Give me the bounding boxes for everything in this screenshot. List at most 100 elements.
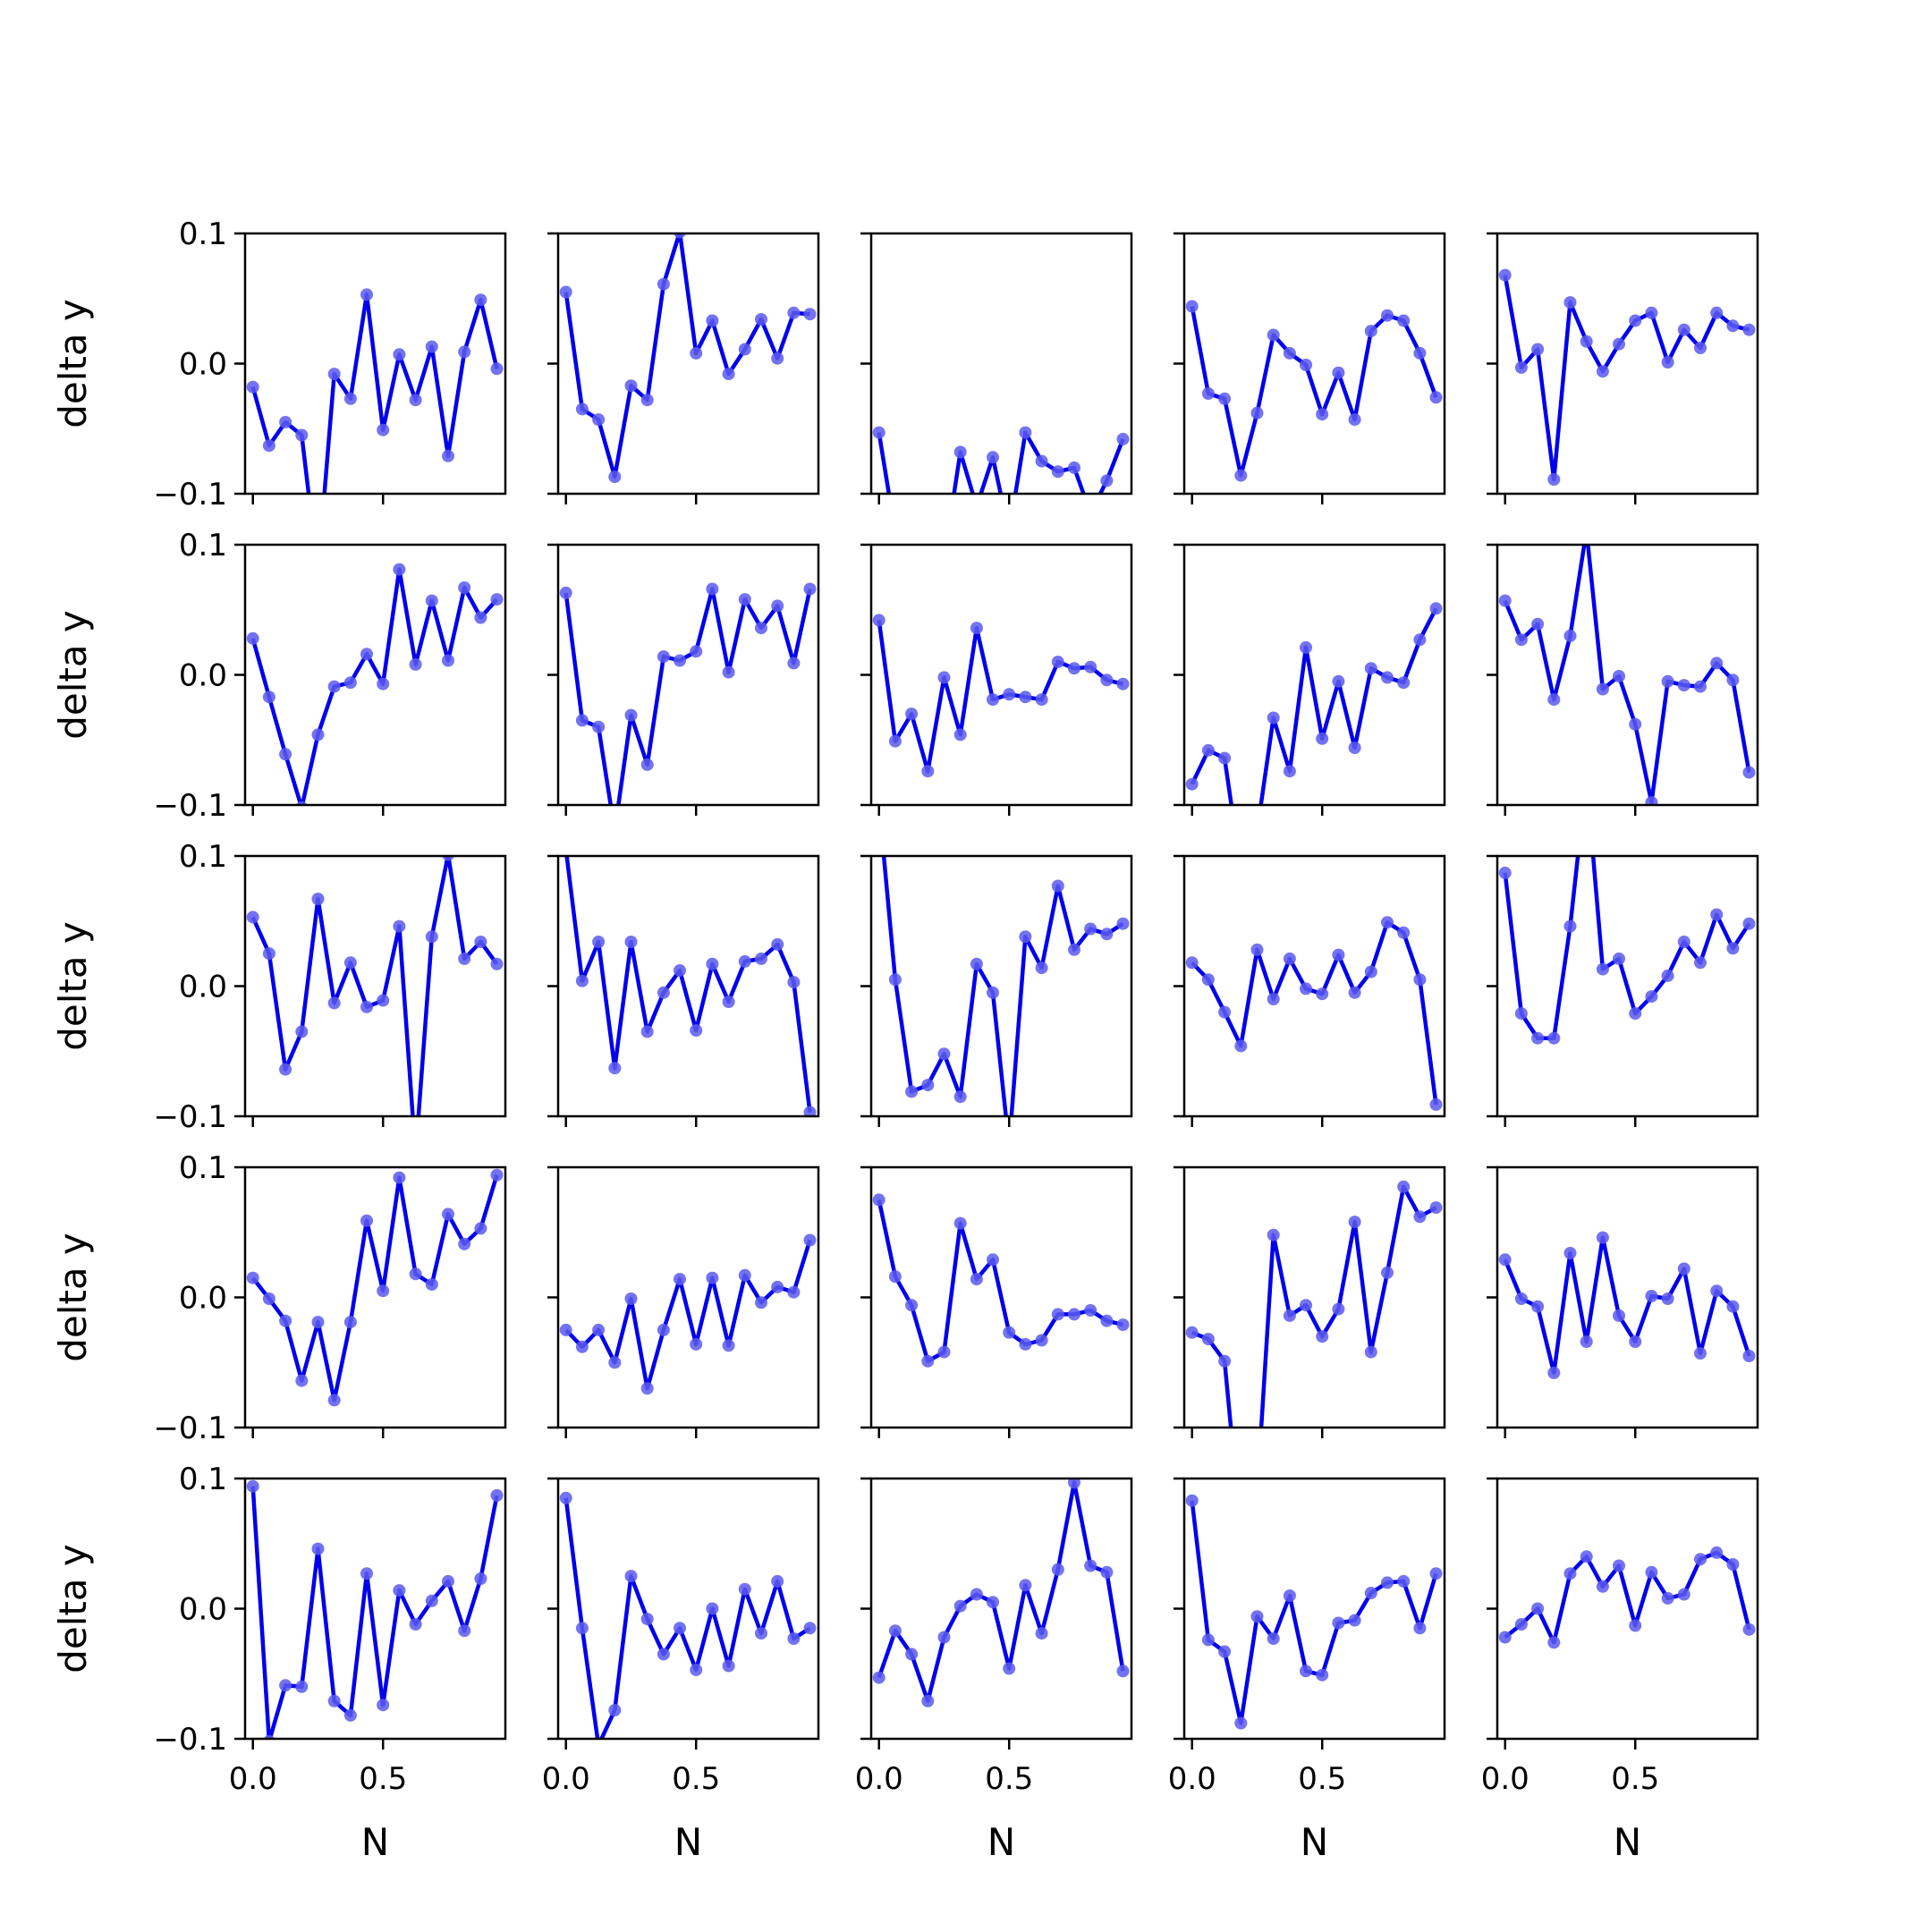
- y-tick-label: 0.0: [179, 658, 227, 694]
- data-point: [1250, 406, 1264, 419]
- data-point: [1084, 922, 1097, 936]
- data-point: [640, 1025, 654, 1038]
- data-point: [1267, 328, 1280, 342]
- x-tick-label: 0.0: [542, 1761, 590, 1797]
- data-point: [706, 582, 719, 596]
- data-point: [1677, 323, 1690, 336]
- data-point: [1661, 356, 1674, 369]
- data-point: [1629, 1619, 1642, 1632]
- data-point: [1661, 969, 1674, 982]
- subplot-data: [1498, 268, 1756, 486]
- data-point: [1547, 1636, 1561, 1649]
- data-point: [905, 553, 918, 565]
- data-point: [640, 394, 654, 407]
- data-point: [1316, 987, 1329, 1001]
- subplot-data: [1185, 916, 1443, 1111]
- data-point: [458, 952, 471, 965]
- data-point: [1514, 1292, 1528, 1305]
- data-point: [1003, 1140, 1015, 1153]
- data-point: [803, 1106, 817, 1116]
- data-point: [1364, 1587, 1377, 1599]
- data-point: [343, 676, 357, 690]
- data-point: [674, 233, 686, 239]
- data-point: [987, 986, 999, 999]
- data-point: [722, 1339, 735, 1352]
- data-point: [360, 1214, 373, 1227]
- data-point: [1364, 662, 1377, 675]
- data-point: [279, 1679, 292, 1692]
- data-point: [474, 611, 487, 624]
- data-point: [771, 599, 784, 613]
- y-axis-label: delta y: [51, 1233, 95, 1362]
- subplot-r1-c2: [547, 232, 820, 504]
- data-point: [262, 1292, 275, 1305]
- data-point: [738, 593, 751, 606]
- data-point: [1596, 1580, 1609, 1593]
- data-point: [1116, 1318, 1130, 1332]
- x-tick-label: 0.5: [1611, 1761, 1659, 1797]
- series-line: [1503, 275, 1750, 482]
- series-line: [250, 1486, 499, 1739]
- data-point: [312, 565, 325, 578]
- subplot-data: [559, 233, 817, 484]
- subplot-frame: [1182, 1477, 1446, 1741]
- subplot-data: [1185, 602, 1443, 805]
- data-point: [1201, 743, 1215, 757]
- data-point: [458, 581, 471, 594]
- data-point: [690, 645, 703, 658]
- subplot-frame: [1496, 1165, 1759, 1429]
- data-point: [1726, 319, 1740, 333]
- data-point: [1645, 990, 1658, 1004]
- data-point: [425, 930, 438, 944]
- data-point: [311, 1316, 325, 1329]
- series-line: [881, 856, 1124, 1116]
- subplot-data: [872, 1193, 1130, 1368]
- data-point: [1429, 1567, 1443, 1580]
- data-point: [1364, 1345, 1377, 1359]
- data-point: [970, 1273, 983, 1286]
- data-point: [803, 582, 817, 596]
- x-tick-label: 0.5: [985, 1761, 1033, 1797]
- data-point: [1498, 268, 1512, 282]
- data-point: [970, 957, 983, 970]
- subplot-frame: [243, 1165, 507, 1429]
- data-point: [377, 677, 390, 691]
- y-tick-label: −0.1: [153, 1722, 227, 1758]
- data-point: [377, 994, 390, 1007]
- data-point: [722, 368, 735, 381]
- data-point: [1283, 765, 1296, 778]
- subplot-r2-c2: [547, 543, 820, 816]
- data-point: [327, 368, 341, 381]
- y-tick-label: 0.1: [179, 216, 227, 252]
- series-line: [1503, 856, 1751, 1040]
- data-point: [360, 1567, 373, 1580]
- y-tick-label: −0.1: [153, 788, 227, 824]
- data-point: [1580, 1550, 1593, 1563]
- data-point: [311, 1542, 325, 1555]
- data-point: [442, 449, 454, 462]
- data-point: [1100, 674, 1114, 687]
- data-point: [1068, 943, 1080, 956]
- data-point: [575, 402, 589, 416]
- data-point: [888, 734, 902, 748]
- data-point: [1677, 1588, 1690, 1601]
- data-point: [987, 693, 999, 707]
- data-point: [1694, 1553, 1707, 1566]
- data-point: [1332, 674, 1345, 688]
- series-line: [1191, 1184, 1437, 1428]
- data-point: [1613, 952, 1625, 965]
- data-point: [771, 352, 784, 365]
- data-point: [474, 1572, 487, 1585]
- data-point: [393, 1171, 406, 1184]
- subplot-frame: [556, 543, 820, 807]
- data-point: [1185, 956, 1199, 970]
- data-point: [1035, 454, 1048, 468]
- data-point: [1580, 1335, 1593, 1348]
- data-point: [1100, 928, 1114, 941]
- data-point: [738, 1268, 751, 1282]
- subplot-r5-c2: 0.0 0.5 N: [542, 1477, 820, 1864]
- data-point: [343, 956, 357, 970]
- data-point: [1694, 956, 1707, 970]
- data-point: [1068, 461, 1080, 474]
- data-point: [1084, 1559, 1097, 1572]
